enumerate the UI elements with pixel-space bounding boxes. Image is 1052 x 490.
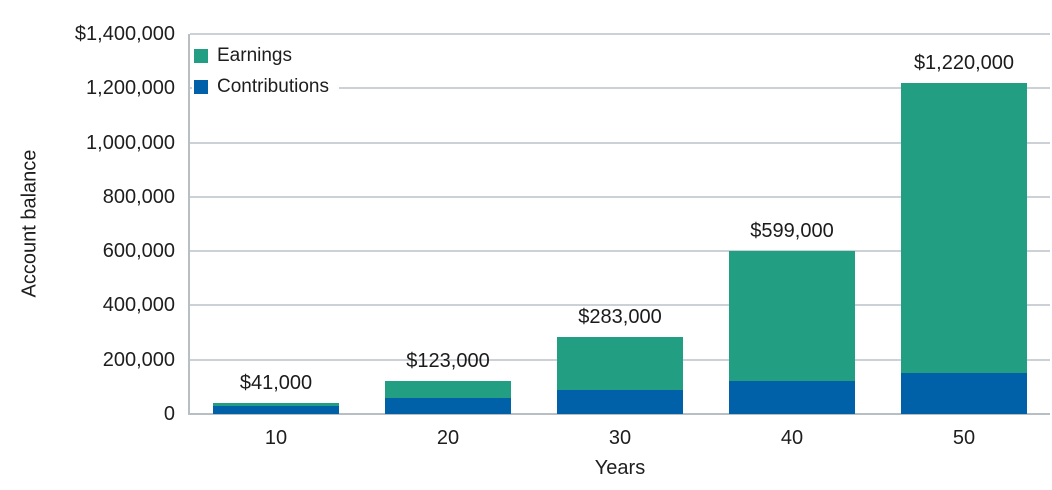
bar-segment-contributions [385,397,511,414]
bar-segment-earnings [385,380,511,398]
x-tick-label: 50 [952,427,976,449]
legend-swatch-contributions-icon [194,79,208,94]
y-tick-label: 800,000 [102,185,175,208]
bar-total-label: $1,220,000 [913,51,1015,74]
x-tick-label: 20 [436,427,460,449]
bar-segment-contributions [557,389,683,414]
x-tick-label: 10 [264,427,288,449]
gridline [190,195,1050,198]
y-tick-label: 1,000,000 [86,131,175,154]
y-tick-label: 400,000 [102,294,175,317]
bar-total-label: $283,000 [578,306,662,329]
gridline [190,87,1050,90]
x-axis-line [190,413,1050,415]
bar-segment-contributions [901,373,1027,414]
gridline [190,33,1050,35]
bar-segment-contributions [213,405,339,414]
legend-label: Contributions [217,75,329,97]
bar-total-label: $123,000 [406,349,490,372]
x-tick-label: 30 [608,427,632,449]
bar-segment-earnings [729,251,855,382]
bar-total-label: $41,000 [239,371,313,394]
legend-item: Earnings [194,42,329,69]
x-axis-title: Years [594,457,646,479]
bar-total-label: $599,000 [750,220,834,243]
legend-swatch-earnings-icon [194,48,208,63]
x-tick-label: 40 [780,427,804,449]
bar-segment-earnings [557,337,683,390]
gridline [190,141,1050,144]
bar-segment-earnings [213,402,339,406]
legend-label: Earnings [217,44,292,66]
legend: Earnings Contributions [192,42,339,100]
gridline [190,250,1050,253]
y-tick-label: 200,000 [102,348,175,371]
bar-segment-earnings [901,82,1027,374]
y-tick-label: 1,200,000 [86,77,175,100]
legend-item: Contributions [194,73,329,100]
y-tick-label: $1,400,000 [74,23,175,45]
y-tick-label: 600,000 [102,240,175,263]
bar-segment-contributions [729,381,855,414]
gridline [190,304,1050,307]
y-tick-label: 0 [163,403,175,425]
y-axis-line [188,34,190,415]
